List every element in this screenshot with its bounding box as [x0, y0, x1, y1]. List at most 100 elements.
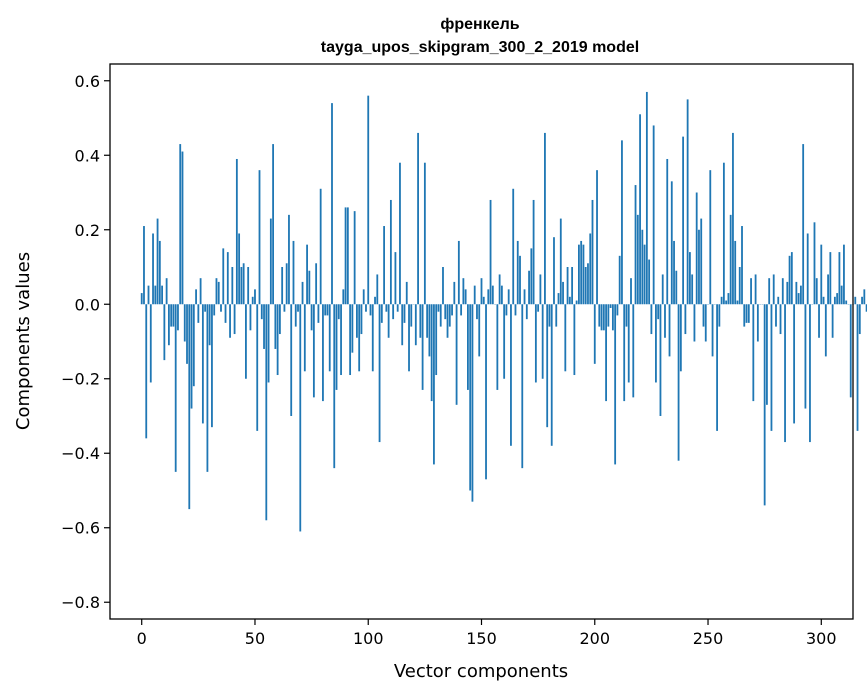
bar-111	[392, 304, 395, 320]
bar-75	[310, 304, 313, 331]
bar-222	[643, 244, 646, 305]
bar-84	[331, 103, 333, 305]
bar-262	[734, 240, 737, 305]
bar-254	[716, 304, 718, 431]
bar-287	[790, 252, 793, 305]
bar-70	[299, 304, 302, 532]
bar-73	[306, 244, 308, 305]
bar-245	[695, 192, 698, 305]
bar-101	[369, 304, 372, 316]
bar-291	[799, 285, 802, 305]
bar-268	[747, 304, 750, 323]
bar-97	[360, 304, 363, 335]
bar-240	[684, 304, 687, 335]
bar-130	[435, 304, 438, 376]
bar-289	[795, 281, 798, 305]
bar-297	[813, 222, 816, 305]
x-tick-label-200: 200	[579, 629, 610, 648]
bar-220	[639, 114, 641, 305]
bar-106	[380, 304, 383, 323]
bar-83	[328, 304, 331, 372]
bar-170	[525, 304, 528, 320]
bar-59	[274, 304, 277, 349]
bar-283	[781, 278, 784, 305]
bar-36	[222, 248, 225, 305]
bar-271	[754, 274, 757, 305]
bar-45	[242, 263, 245, 305]
y-tick-label-0: −0.8	[61, 593, 100, 612]
bar-256	[720, 296, 723, 305]
bar-184	[557, 293, 560, 305]
y-tick-label-3: −0.2	[61, 370, 100, 389]
bar-140	[457, 240, 460, 305]
bar-103	[374, 296, 376, 305]
bar-196	[584, 267, 587, 305]
bar-227	[655, 304, 657, 383]
bar-247	[700, 218, 703, 305]
bar-288	[793, 304, 796, 424]
bar-43	[238, 233, 241, 305]
bar-230	[661, 274, 664, 305]
bar-72	[303, 304, 306, 372]
bar-159	[500, 285, 503, 305]
bar-69	[297, 304, 299, 312]
bar-165	[514, 304, 517, 316]
bar-134	[444, 304, 447, 320]
bar-306	[833, 296, 836, 305]
y-tick-label-2: −0.4	[61, 444, 100, 463]
bar-47	[247, 267, 250, 305]
bar-158	[498, 274, 501, 305]
bar-135	[446, 304, 449, 338]
bar-26	[199, 278, 202, 305]
bar-171	[528, 270, 530, 305]
bar-228	[657, 304, 660, 320]
bar-231	[664, 304, 666, 338]
bar-32	[213, 304, 216, 316]
bar-76	[312, 304, 315, 398]
bar-62	[281, 267, 284, 305]
bar-203	[600, 304, 603, 331]
bar-125	[423, 162, 426, 305]
bar-71	[301, 281, 304, 305]
bar-163	[510, 304, 512, 446]
bar-164	[512, 188, 515, 305]
bar-258	[725, 300, 728, 305]
bar-208	[611, 304, 614, 331]
bar-147	[473, 285, 476, 305]
bar-5	[152, 233, 154, 305]
bar-132	[439, 304, 442, 327]
bar-15	[174, 304, 177, 472]
bar-174	[534, 304, 537, 383]
bar-182	[553, 237, 555, 305]
bar-272	[756, 304, 759, 342]
bar-65	[288, 214, 290, 305]
bar-4	[149, 304, 152, 383]
bar-172	[530, 248, 533, 305]
bar-195	[582, 244, 585, 305]
bar-122	[417, 132, 419, 305]
bar-299	[818, 304, 820, 338]
bar-99	[365, 304, 367, 312]
bar-194	[580, 240, 583, 305]
bar-93	[351, 304, 354, 353]
bar-92	[349, 304, 352, 376]
bar-131	[437, 304, 440, 312]
bar-242	[689, 252, 691, 305]
bar-193	[578, 244, 580, 305]
bar-154	[489, 199, 492, 305]
y-tick-label-6: 0.4	[75, 146, 100, 165]
bar-161	[505, 304, 508, 316]
bar-191	[573, 304, 576, 376]
bar-252	[711, 304, 714, 357]
bar-8	[158, 240, 161, 305]
bar-52	[258, 170, 261, 305]
bar-264	[738, 267, 741, 305]
x-tick-label-0: 0	[137, 629, 147, 648]
bar-23	[192, 304, 195, 387]
bar-33	[215, 278, 218, 305]
bar-79	[319, 188, 322, 305]
y-tick-label-4: 0.0	[75, 295, 100, 314]
bar-281	[777, 296, 780, 305]
ticks-group: 0 50 100 150 200 250 300 −0.8 −0.6 −0.4 −0.2 0.0 0.2…	[61, 72, 836, 648]
